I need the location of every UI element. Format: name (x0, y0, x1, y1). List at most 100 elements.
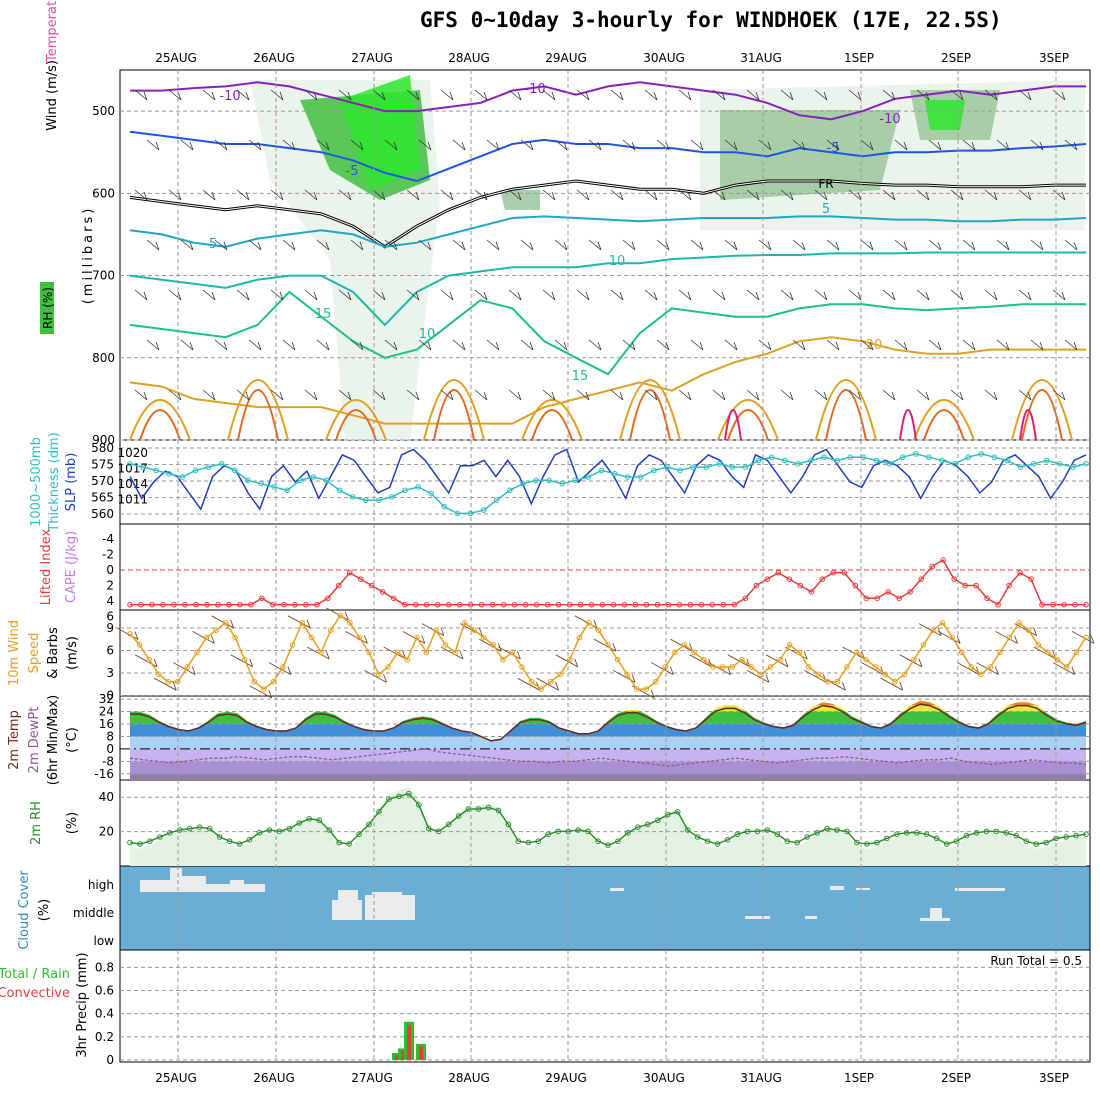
rh2m-line-marker (804, 834, 810, 840)
p5-ylabel-b: 2m DewPt (27, 707, 42, 774)
wind-barb (758, 239, 772, 251)
contour-label: 5 (822, 202, 830, 217)
wind-barb (406, 89, 420, 101)
wind-barb (610, 289, 624, 301)
lifted-index-line-marker (1028, 576, 1034, 582)
wind-barb (520, 139, 534, 151)
wind-barb (554, 339, 568, 351)
wind-barb (418, 239, 432, 251)
wind-speed-line-marker (691, 649, 697, 656)
surface-wind-barb (651, 662, 674, 675)
wind-barb (406, 389, 420, 401)
wind-barb (1030, 139, 1044, 151)
wind-barb (950, 289, 964, 301)
wind-speed-line-marker (863, 656, 869, 663)
wind-barb (588, 339, 602, 351)
wind-barb (236, 289, 250, 301)
wind-barb (814, 389, 828, 401)
rh2m-line-marker (445, 821, 452, 828)
rh2m-line-marker (415, 802, 422, 808)
wind-barb (610, 89, 624, 101)
rh2m-line-marker (724, 837, 731, 843)
wind-barb (248, 239, 262, 251)
wind-speed-line-marker (614, 656, 621, 663)
wind-barb (316, 239, 330, 251)
date-label-bottom: 31AUG (740, 1071, 782, 1085)
p3-tick: -4 (102, 532, 114, 546)
wind-speed-line-marker (997, 649, 1003, 656)
rh2m-line-marker (654, 817, 661, 824)
p4-ylabel-c: & Barbs (46, 627, 61, 679)
wind-speed-line-marker (232, 634, 238, 641)
lifted-index-line-marker (940, 557, 946, 563)
rh2m-line-marker (694, 834, 701, 840)
lifted-index-line-marker (951, 576, 957, 582)
wind-barb (962, 239, 976, 251)
surface-wind-barb (746, 670, 770, 683)
temp-band (130, 748, 1086, 762)
surface-wind-barb (1052, 662, 1076, 675)
lifted-index-line-marker (808, 589, 815, 595)
wind-barb (520, 239, 534, 251)
p2-ylabel-slp: SLP (mb) (64, 453, 79, 512)
p8-tick: 0.4 (95, 1007, 114, 1021)
wind-barb (270, 189, 284, 201)
wind-barb (644, 289, 658, 301)
surface-wind-barb (937, 631, 961, 644)
wind-barb (1052, 289, 1066, 301)
panel-p2 (119, 439, 1091, 525)
wind-barb (304, 189, 318, 201)
panel-p8 (119, 949, 1091, 1063)
p2-ylabel-thick: 1000~500mb (29, 437, 44, 527)
isotherm-25 (825, 389, 867, 441)
date-label-top: 26AUG (253, 51, 295, 65)
cloud-block (805, 916, 817, 919)
rh2m-line-marker (933, 835, 940, 842)
wind-speed-line-marker (213, 627, 219, 633)
wind-barb (1052, 89, 1066, 101)
run-total-label: Run Total = 0.5 (990, 954, 1082, 968)
lifted-index-line-marker (918, 576, 924, 582)
wind-speed-line-marker (844, 664, 850, 670)
surface-wind-barb (134, 654, 158, 668)
wind-speed-line-marker (586, 620, 592, 626)
wind-speed-line-marker (882, 671, 889, 678)
wind-barb (1018, 89, 1032, 101)
wind-speed-line-marker (672, 649, 678, 656)
wind-barb (214, 239, 228, 251)
wind-barb (882, 389, 896, 401)
p1-tick: 800 (92, 351, 115, 365)
cloud-block (610, 888, 624, 891)
wind-speed-line-marker (519, 664, 525, 670)
p7-tick: low (94, 934, 115, 948)
wind-barb (724, 139, 738, 151)
wind-speed-line-marker (241, 656, 248, 663)
date-label-bottom: 27AUG (351, 1071, 393, 1085)
surface-wind-barb (880, 677, 904, 691)
cloud-block (920, 918, 950, 921)
wind-barb (214, 339, 228, 351)
p2-left-tick: 565 (91, 491, 114, 505)
p2-right-tick: 1014 (117, 477, 148, 491)
wind-barb (712, 89, 726, 101)
wind-barb (576, 389, 590, 401)
wind-speed-line-marker (805, 664, 812, 670)
p3-tick: 0 (106, 563, 114, 577)
wind-barb (860, 239, 874, 251)
wind-barb (146, 239, 160, 251)
rh2m-line-marker (216, 834, 223, 840)
cloud-block (338, 890, 358, 900)
lifted-index-line-marker (324, 595, 331, 602)
surface-wind-barb (1071, 631, 1095, 644)
wind-barb (576, 189, 590, 201)
wind-barb (826, 139, 840, 151)
wind-speed-line-marker (127, 631, 133, 637)
lifted-index-line-marker (852, 582, 859, 589)
wind-speed-line-marker (1044, 649, 1051, 656)
wind-barb (508, 389, 522, 401)
wind-barb (882, 289, 896, 301)
rh-shading (925, 100, 965, 130)
surface-wind-barb (593, 638, 617, 652)
lifted-index-line-marker (742, 595, 749, 602)
wind-speed-line-marker (968, 664, 975, 670)
